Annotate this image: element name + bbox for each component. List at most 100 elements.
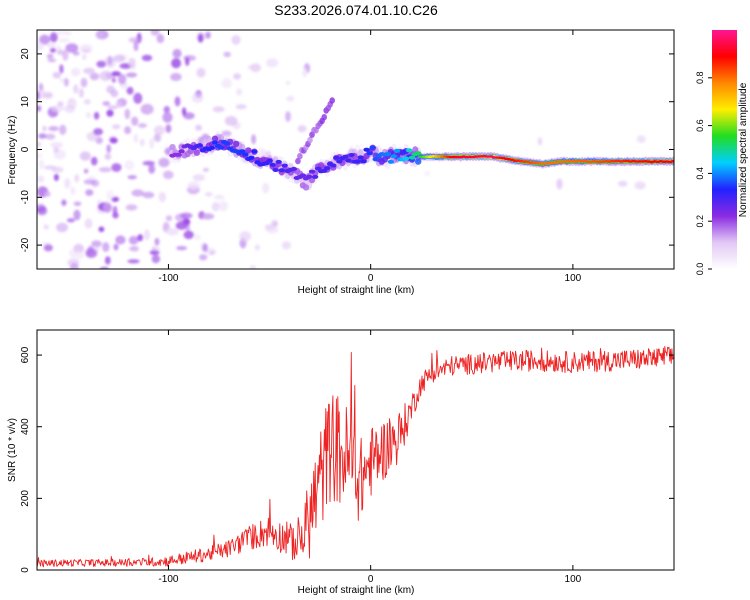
spectrogram-noise-blob xyxy=(199,254,208,261)
spectrogram-ridge-segment xyxy=(354,159,361,164)
spectrogram-noise-blob xyxy=(166,228,179,236)
spectrogram-noise-blob xyxy=(152,246,160,252)
snr-y-tick-label: 400 xyxy=(20,418,31,435)
spectrogram-y-tick-label: 20 xyxy=(20,48,31,60)
spectrogram-noise-blob xyxy=(262,182,270,194)
spectrogram-noise-blob xyxy=(128,246,139,251)
spectrogram-noise-blob xyxy=(182,107,187,116)
spectrogram-noise-blob xyxy=(636,135,646,144)
spectrogram-y-axis-label: Frequency (Hz) xyxy=(7,116,18,185)
colorbar-tick-label: 0.0 xyxy=(695,263,705,276)
spectrogram-noise-blob xyxy=(175,213,188,222)
spectrogram-noise-blob xyxy=(37,152,43,159)
spectrogram-noise-blob xyxy=(183,55,197,61)
spectrogram-ridge-segment xyxy=(233,140,240,147)
spectrogram-noise-blob xyxy=(64,104,76,113)
spectrogram-noise-blob xyxy=(185,224,190,232)
spectrogram-ridge-segment xyxy=(342,154,349,159)
spectrogram-noise-blob xyxy=(82,53,87,61)
spectrogram-ridge-segment xyxy=(372,157,379,162)
spectrogram-noise-blob xyxy=(133,40,139,52)
spectrogram-noise-blob xyxy=(149,250,160,256)
spectrogram-noise-blob xyxy=(537,137,543,146)
spectrogram-noise-blob xyxy=(91,240,102,248)
spectrogram-ridge-segment xyxy=(299,173,307,178)
spectrogram-ridge-segment xyxy=(211,140,219,145)
spectrogram-ridge-segment xyxy=(345,158,352,163)
spectrogram-noise-blob xyxy=(105,57,116,69)
spectrogram-noise-blob xyxy=(143,229,151,241)
spectrogram-ridge-segment xyxy=(333,155,340,160)
spectrogram-noise-blob xyxy=(218,200,228,212)
spectrogram-noise-blob xyxy=(286,95,295,102)
spectrogram-noise-blob xyxy=(265,225,279,234)
spectrogram-noise-blob xyxy=(109,137,118,144)
spectrogram-noise-blob xyxy=(124,126,132,135)
spectrogram-noise-blob xyxy=(44,191,51,198)
spectrogram-noise-blob xyxy=(43,165,57,170)
spectrogram-noise-blob xyxy=(43,224,49,230)
spectrogram-noise-blob xyxy=(102,242,110,253)
spectrogram-ridge-segment xyxy=(363,147,370,152)
spectrogram-noise-blob xyxy=(162,112,173,123)
spectrogram-noise-blob xyxy=(192,174,206,182)
spectrogram-noise-blob xyxy=(140,103,154,115)
spectrogram-noise-blob xyxy=(61,199,67,206)
spectrogram-noise-blob xyxy=(55,30,67,36)
spectrogram-ridge-segment xyxy=(217,145,225,150)
spectrogram-noise-blob xyxy=(197,33,204,43)
spectrogram-noise-blob xyxy=(142,191,155,199)
spectrogram-noise-blob xyxy=(170,72,182,82)
spectrogram-noise-blob xyxy=(194,234,201,241)
spectrogram-noise-blob xyxy=(149,138,155,149)
spectrogram-noise-blob xyxy=(37,175,45,183)
spectrogram-noise-blob xyxy=(235,88,243,96)
snr-ticks: -100 0 100 0 200 400 600 xyxy=(20,330,674,585)
spectrogram-noise-blob xyxy=(139,138,145,147)
spectrogram-noise-blob xyxy=(58,37,71,43)
spectrogram-noise-blob xyxy=(153,125,165,136)
spectrogram-noise-blob xyxy=(153,133,162,142)
spectrogram-noise-blob xyxy=(113,54,126,63)
spectrogram-noise-blob xyxy=(38,133,47,139)
spectrogram-ridge-segment xyxy=(266,158,273,163)
snr-y-tick-label: 200 xyxy=(20,490,31,507)
spectrogram-noise-blob xyxy=(128,37,141,43)
spectrogram-noise-blob xyxy=(302,68,308,78)
spectrogram-noise-blob xyxy=(111,163,122,172)
spectrogram-noise-blob xyxy=(125,72,138,78)
spectrogram-noise-blob xyxy=(57,49,65,55)
spectrogram-noise-blob xyxy=(201,213,215,220)
spectrogram-noise-blob xyxy=(172,48,182,59)
spectrogram-branch-blob xyxy=(321,114,328,121)
spectrogram-noise-blob xyxy=(133,133,138,143)
spectrogram-noise-blob xyxy=(138,123,147,128)
spectrogram-branch-blob xyxy=(329,97,336,104)
snr-y-tick-label: 0 xyxy=(20,567,31,573)
spectrogram-ridge-segment xyxy=(387,159,395,164)
spectrogram-noise-blob xyxy=(59,64,64,74)
spectrogram-noise-blob xyxy=(158,191,166,203)
spectrogram-ridge-segment xyxy=(275,159,282,164)
spectrogram-noise-blob xyxy=(65,43,79,53)
spectrogram-noise-blob xyxy=(251,134,256,145)
spectrogram-ridge-segment xyxy=(415,158,422,165)
spectrogram-noise-blob xyxy=(84,218,93,229)
spectrogram-noise-blob xyxy=(96,60,107,68)
spectrogram-noise-blob xyxy=(98,167,112,173)
spectrogram-ridge-segment xyxy=(211,135,219,142)
spectrogram-noise-blob xyxy=(212,106,225,113)
spectrogram-ridge-segment xyxy=(278,168,285,173)
spectrogram-noise-blob xyxy=(50,142,64,148)
snr-series-line xyxy=(37,346,674,568)
spectrogram-noise-blob xyxy=(46,53,54,59)
spectrogram-noise-blob xyxy=(231,35,241,45)
snr-y-axis-label: SNR (10 * v/v) xyxy=(7,418,18,482)
spectrogram-ridge-segment xyxy=(242,152,249,157)
spectrogram-noise-blob xyxy=(156,33,165,44)
spectrogram-y-tick-label: -20 xyxy=(20,237,31,252)
spectrogram-noise-blob xyxy=(74,250,85,260)
spectrogram-branch-blob xyxy=(307,136,313,144)
